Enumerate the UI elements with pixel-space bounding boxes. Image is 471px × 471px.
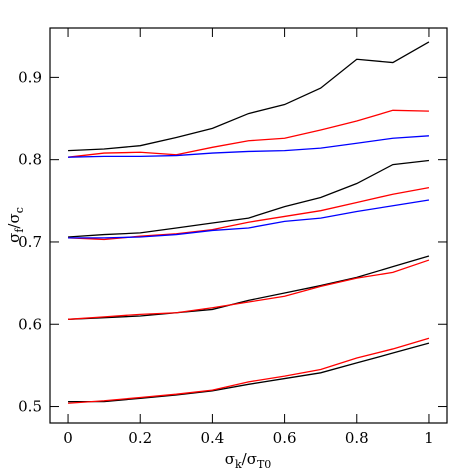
line-series: [68, 187, 430, 241]
x-label-part: σ: [225, 450, 235, 468]
line-series: [68, 41, 430, 152]
line-series: [68, 135, 429, 158]
x-tick-label: 0.2: [128, 429, 152, 447]
line-series: [68, 159, 430, 238]
y-tick-label: 0.7: [18, 233, 42, 251]
x-label-part: k: [235, 458, 242, 471]
line-series: [68, 255, 430, 320]
x-label-part: T0: [257, 458, 271, 471]
y-tick-label: 0.8: [18, 151, 42, 169]
x-tick-label: 0.4: [200, 429, 224, 447]
y-tick-label: 0.5: [18, 398, 42, 416]
x-tick-label: 0.6: [273, 429, 297, 447]
x-tick-label: 0.8: [345, 429, 369, 447]
line-series: [68, 199, 430, 239]
plot-frame: [49, 27, 448, 424]
line-series: [68, 259, 430, 320]
y-tick-label: 0.6: [18, 315, 42, 333]
y-axis-label: σf/σc: [5, 207, 26, 243]
y-label-part: σ: [5, 233, 23, 243]
x-tick-label: 1: [424, 429, 434, 447]
y-label-part: f: [13, 228, 26, 233]
x-axis-label: σk/σT0: [225, 450, 272, 471]
line-series: [68, 337, 430, 404]
line-series: [68, 342, 430, 403]
y-label-part: c: [13, 207, 26, 213]
y-tick-label: 0.9: [18, 68, 42, 86]
x-tick-label: 0: [63, 429, 73, 447]
x-label-part: /σ: [242, 450, 257, 468]
y-label-part: /σ: [5, 213, 23, 228]
line-series: [67, 109, 429, 158]
